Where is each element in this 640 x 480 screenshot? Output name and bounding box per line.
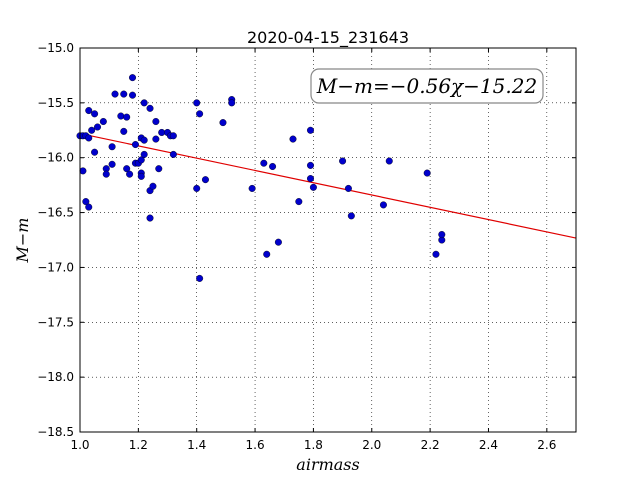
chart-title: 2020-04-15_231643 [247, 28, 409, 48]
data-point [131, 141, 139, 149]
data-point [85, 107, 93, 115]
data-point [193, 99, 201, 107]
data-point [102, 170, 110, 178]
data-point [438, 231, 446, 239]
plot-area [80, 48, 576, 432]
fit-equation: M−m=−0.56χ−15.22 [316, 74, 537, 98]
data-point [263, 250, 271, 258]
fit-equation-box: M−m=−0.56χ−15.22 [310, 68, 544, 104]
data-point [85, 203, 93, 211]
data-point [219, 119, 227, 127]
x-axis-label: airmass [296, 455, 359, 474]
data-point [91, 148, 99, 156]
x-tick-label: 2.6 [537, 438, 556, 452]
x-tick-labels: 1.0 1.2 1.4 1.6 1.8 2.0 2.2 2.4 2.6 [70, 438, 556, 452]
data-point [79, 167, 87, 175]
data-point [140, 136, 148, 144]
data-point [193, 184, 201, 192]
y-tick-label: −15.5 [37, 96, 74, 110]
annotation-box [310, 68, 544, 104]
data-point [344, 184, 352, 192]
data-points [76, 74, 446, 282]
x-tick-label: 2.2 [421, 438, 440, 452]
data-point [120, 127, 128, 135]
y-tick-label: −18.0 [37, 370, 74, 384]
data-point [137, 156, 145, 164]
data-point [88, 126, 96, 134]
data-point [146, 214, 154, 222]
x-tick-label: 1.4 [187, 438, 206, 452]
data-point [169, 132, 177, 140]
y-tick-label: −16.0 [37, 151, 74, 165]
data-point [295, 198, 303, 206]
data-point [82, 198, 90, 206]
y-tick-label: −17.0 [37, 260, 74, 274]
data-point [123, 165, 131, 173]
data-point [140, 150, 148, 158]
data-point [117, 112, 125, 120]
x-tick-label: 2.0 [362, 438, 381, 452]
fit-line [79, 132, 577, 239]
data-point [196, 274, 204, 282]
data-point [146, 104, 154, 112]
y-tick-label: −16.5 [37, 206, 74, 220]
x-tick-label: 2.4 [479, 438, 498, 452]
data-point [306, 126, 314, 134]
data-point [248, 184, 256, 192]
fit-line-group [79, 132, 577, 239]
data-point [94, 123, 102, 131]
data-point [385, 157, 393, 165]
data-point [228, 99, 236, 107]
data-point [91, 110, 99, 118]
y-axis-label: M−m [13, 218, 32, 264]
data-point [149, 182, 157, 190]
x-tick-label: 1.8 [304, 438, 323, 452]
data-point [306, 161, 314, 169]
data-point [85, 134, 93, 142]
data-point [379, 201, 387, 209]
data-point [196, 110, 204, 118]
data-point [274, 238, 282, 246]
y-tick-label: −15.0 [37, 41, 74, 55]
data-point [137, 172, 145, 180]
data-point [152, 118, 160, 126]
data-point [108, 160, 116, 168]
plot-frame [79, 47, 577, 433]
data-point [347, 212, 355, 220]
data-point [140, 99, 148, 107]
data-point [108, 143, 116, 151]
data-point [201, 176, 209, 184]
data-point [129, 74, 137, 82]
data-point [129, 91, 137, 99]
data-point [289, 135, 297, 143]
x-tick-label: 1.6 [246, 438, 265, 452]
data-point [432, 250, 440, 258]
data-point [155, 165, 163, 173]
data-point [169, 150, 177, 158]
data-point [152, 135, 160, 143]
x-tick-label: 1.2 [129, 438, 148, 452]
y-tick-label: −17.5 [37, 315, 74, 329]
data-point [123, 113, 131, 121]
axis-ticks [79, 47, 576, 433]
data-point [339, 157, 347, 165]
data-point [120, 90, 128, 98]
data-point [260, 159, 268, 167]
data-point [111, 90, 119, 98]
data-point [309, 183, 317, 191]
y-tick-label: −18.5 [37, 425, 74, 439]
y-tick-labels: −15.0 −15.5 −16.0 −16.5 −17.0 −17.5 −18.0 −18.5 [37, 41, 74, 439]
data-point [158, 128, 166, 136]
data-point [306, 175, 314, 183]
data-point [269, 162, 277, 170]
data-point [126, 170, 134, 178]
data-point [99, 118, 107, 126]
x-tick-label: 1.0 [70, 438, 89, 452]
data-point [423, 169, 431, 177]
